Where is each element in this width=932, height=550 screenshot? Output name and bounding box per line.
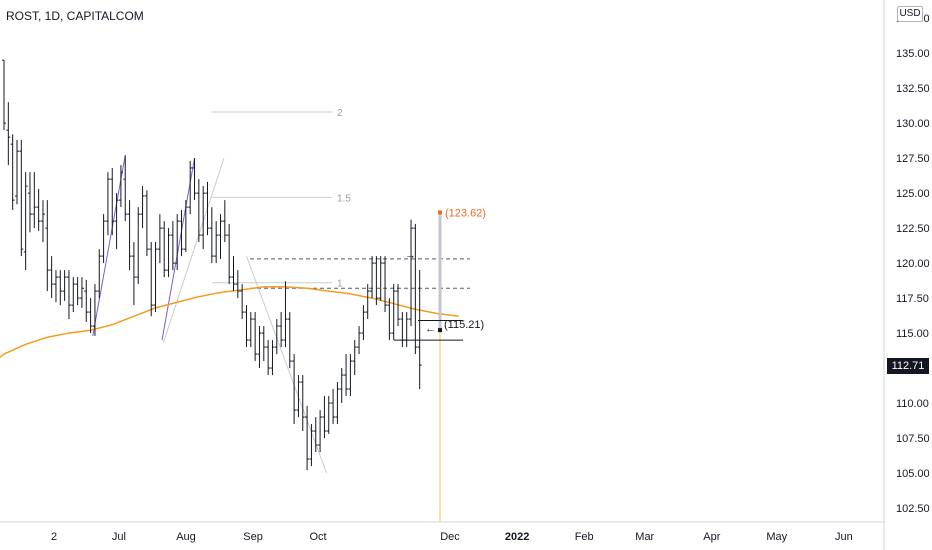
- drawing-tools-layer: 21.51: [92, 108, 470, 474]
- price-tick-label: 135.00: [896, 48, 930, 60]
- time-tick-label: Jul: [112, 531, 126, 543]
- price-tick-label: 127.50: [896, 153, 930, 165]
- fib-level-label: 2: [337, 108, 343, 119]
- ohlc-bars-layer: [2, 59, 422, 471]
- last-price-label: 112.71: [887, 358, 929, 374]
- entry-marker: [438, 328, 442, 333]
- trend-line: [246, 255, 328, 474]
- moving-average-line: [0, 286, 459, 359]
- price-tick-label: 120.00: [896, 258, 930, 270]
- time-tick-label: Oct: [309, 531, 326, 543]
- price-tick-label: 107.50: [896, 433, 930, 445]
- time-tick-label: Jun: [835, 531, 853, 543]
- moving-average-layer: [0, 286, 459, 359]
- price-tick-label: 115.00: [896, 328, 929, 340]
- price-tick-label: 132.50: [896, 83, 930, 95]
- price-tick-label: 122.50: [896, 223, 930, 235]
- trend-line: [92, 155, 126, 336]
- time-tick-label: May: [766, 531, 787, 543]
- price-tick-label: 105.00: [896, 468, 930, 480]
- time-tick-label: Dec: [440, 531, 460, 543]
- trend-line: [162, 157, 225, 344]
- annotations-layer: (123.62) (115.21) ← →: [394, 207, 486, 522]
- time-tick-label: Apr: [703, 531, 720, 543]
- target-marker: [438, 210, 442, 215]
- price-tick-label: 130.00: [896, 118, 930, 130]
- arrow-right-icon: →: [405, 250, 416, 262]
- fib-level-label: 1: [337, 279, 343, 290]
- price-tick-label: 102.50: [896, 503, 930, 515]
- price-tick-label: 117.50: [896, 293, 929, 305]
- time-tick-label: 2: [51, 531, 57, 543]
- fib-level-label: 1.5: [337, 193, 351, 204]
- symbol-title[interactable]: ROST, 1D, CAPITALCOM: [6, 9, 144, 23]
- time-tick-label: Feb: [575, 531, 594, 543]
- time-tick-label: Mar: [635, 531, 654, 543]
- time-tick-label: 2022: [505, 531, 529, 543]
- trend-line: [161, 158, 196, 341]
- target-price-label: (123.62): [445, 207, 486, 219]
- time-tick-label: Aug: [176, 531, 196, 543]
- price-tick-label: 110.00: [896, 398, 929, 410]
- price-tick-label: 125.00: [896, 188, 930, 200]
- currency-button[interactable]: USD: [897, 6, 923, 22]
- arrow-left-icon: ←: [425, 323, 436, 335]
- entry-price-label: (115.21): [444, 319, 484, 331]
- time-tick-label: Sep: [243, 531, 263, 543]
